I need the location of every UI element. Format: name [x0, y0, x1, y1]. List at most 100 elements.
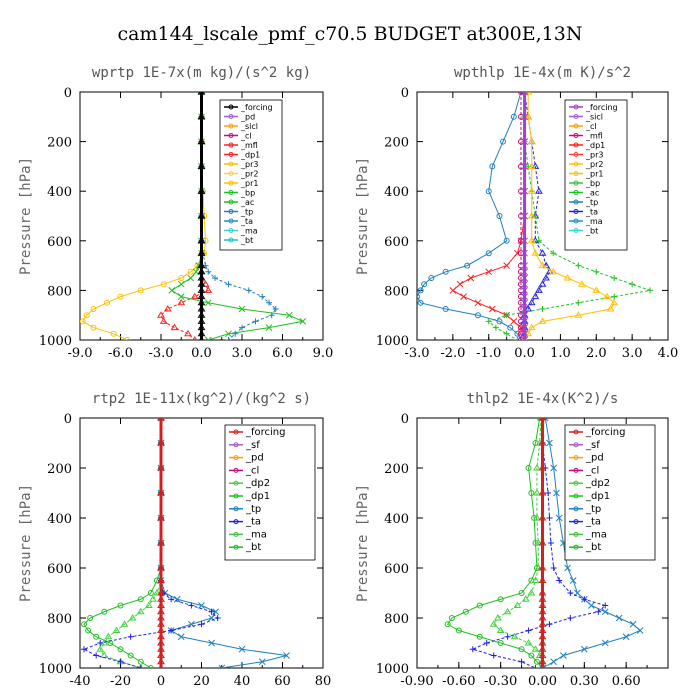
series-point_dp1 [170, 323, 179, 331]
series-point_ta [525, 627, 532, 634]
series-point_ta [527, 298, 536, 306]
series-point_tp [225, 281, 232, 288]
legend-label: _bt [585, 227, 598, 236]
y-tick-label: 1000 [376, 662, 409, 677]
series-point_ta [545, 490, 552, 496]
legend-label: _pr1 [585, 170, 603, 179]
series-line_ta [524, 92, 551, 340]
legend-label: _sicl [240, 122, 258, 131]
legend-label: _dp1 [585, 141, 605, 150]
series-point_tp [629, 620, 637, 628]
series-point_ta [556, 577, 563, 584]
series-point_dp2 [533, 489, 541, 496]
y-tick-label: 800 [384, 612, 409, 627]
series-point_pr1 [160, 281, 167, 288]
series-point_dp1 [503, 262, 510, 269]
series-point_dp2 [104, 632, 113, 640]
series-point_dp1 [192, 336, 198, 340]
x-tick-label: -40 [70, 674, 91, 689]
series-point_tp [283, 652, 290, 659]
series-point_forcing [521, 212, 528, 220]
legend: _forcing_pd_sicl_cl_mfl_dp1_pr3_pr2_pr1_… [219, 99, 283, 251]
series-point_forcing [157, 464, 165, 471]
series-point_forcing [538, 564, 547, 571]
series-point_pr1 [610, 298, 619, 306]
series-group [81, 418, 290, 668]
legend-label: _forcing [245, 427, 286, 438]
series-point_pr1 [563, 274, 572, 281]
series-point_tp [417, 293, 420, 300]
series-point_pr1 [574, 311, 583, 318]
series-point_forcing [538, 651, 547, 658]
series-point_pr1 [104, 299, 110, 306]
y-tick-label: 600 [384, 562, 409, 577]
series-point_ac [514, 337, 521, 340]
series-point_dp2 [510, 632, 519, 640]
series-point_pr1 [527, 137, 536, 145]
y-tick-label: 400 [47, 512, 72, 527]
y-tick-label: 600 [47, 562, 72, 577]
series-point_ta [483, 640, 490, 646]
series-point_dp2 [493, 614, 502, 621]
series-point_forcing [197, 292, 206, 300]
legend-marker [573, 429, 579, 435]
series-point_forcing [538, 601, 547, 608]
legend-label: _bt [240, 236, 253, 245]
series-point_forcing [521, 336, 528, 340]
series-point_forcing [157, 620, 165, 627]
series-point_dp1 [485, 268, 493, 276]
legend-label: _pd [585, 453, 604, 464]
series-point_dp1 [163, 305, 172, 312]
series-point_pr1 [110, 330, 117, 337]
series-point_forcing [157, 657, 165, 665]
legend-label: _dp2 [245, 478, 270, 489]
series-point_tp [514, 330, 521, 337]
series-point_dp1 [518, 590, 525, 596]
series-point_dp1 [460, 293, 467, 300]
series-point_dp1 [448, 615, 455, 621]
series-point_forcing [538, 589, 547, 596]
series-point_dp2 [128, 614, 137, 621]
legend-marker [228, 152, 234, 157]
legend-marker [228, 190, 234, 195]
series-point_tp [212, 275, 218, 281]
series-point_ac [539, 306, 546, 312]
series-point_tp [238, 645, 246, 653]
series-point_forcing [157, 595, 165, 602]
series-point_forcing [197, 311, 206, 318]
series-point_forcing [199, 336, 204, 340]
y-tick-label: 1000 [39, 662, 72, 677]
series-point_tp [252, 318, 259, 325]
legend-marker [228, 171, 234, 176]
series-point_forcing [157, 489, 165, 496]
series-point_tp [510, 113, 517, 120]
series-point_dp2 [489, 620, 498, 627]
series-point_ta [550, 565, 557, 571]
series-point_tp [272, 306, 279, 312]
y-tick-label: 400 [384, 185, 409, 200]
legend-label: _ma [240, 227, 258, 236]
series-point_pr1 [124, 337, 131, 340]
chart-panel-4: thlp2 1E-4x(K^2)/s Pressure [hPa] -0.90 -0.… [355, 391, 669, 689]
series-point_ta [168, 627, 175, 634]
series-line_ta [82, 418, 219, 668]
legend-marker [233, 429, 239, 435]
series-point_dp1 [444, 621, 451, 628]
series-point_forcing [521, 262, 528, 269]
series-point_dp1 [476, 633, 483, 640]
series-point_ac [238, 305, 246, 313]
legend-marker [228, 180, 234, 186]
series-point_dp1 [201, 280, 210, 287]
legend-label: _dp1 [245, 491, 270, 502]
series-point_forcing [540, 664, 545, 668]
legend-marker [573, 442, 579, 448]
series-point_pr1 [538, 317, 547, 324]
legend-marker [228, 133, 234, 138]
series-point_tp [615, 614, 623, 622]
series-point_dp1 [462, 608, 469, 615]
y-tick-label: 200 [384, 462, 409, 477]
series-point_ac [187, 274, 195, 282]
series-point_pr1 [603, 292, 611, 300]
series-point_forcing [197, 249, 206, 256]
series-point_ta [504, 633, 511, 640]
